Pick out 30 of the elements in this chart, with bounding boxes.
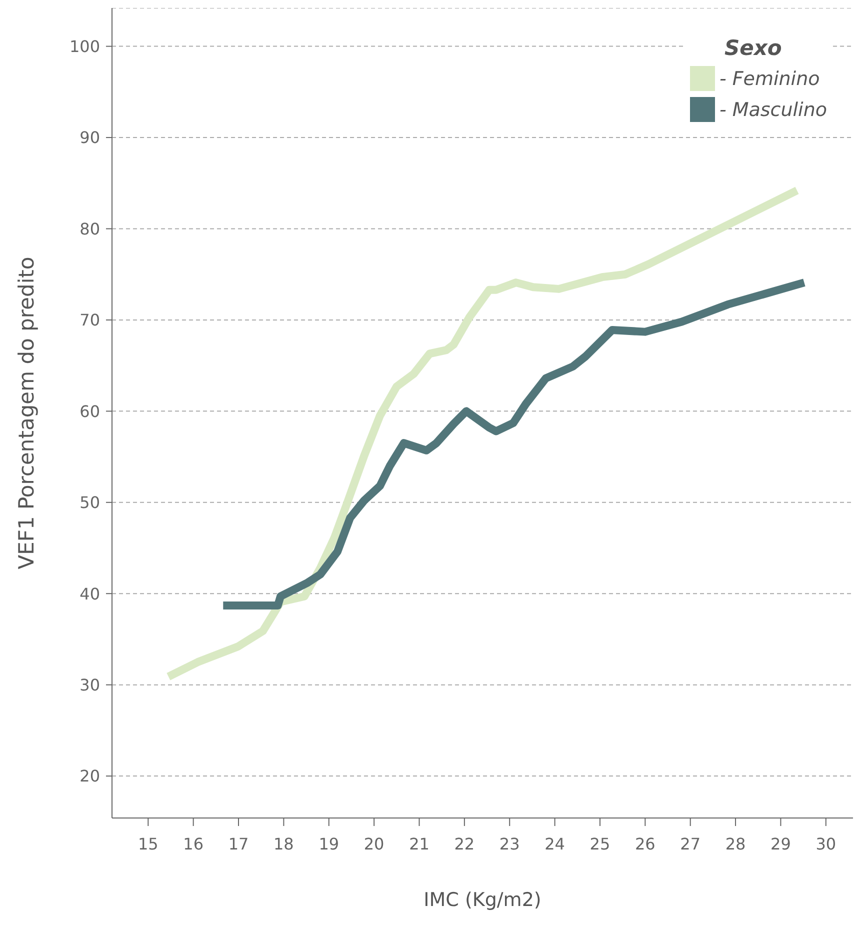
y-tick-label: 70 <box>80 310 100 330</box>
y-tick-label: 100 <box>69 36 100 56</box>
x-tick-label: 27 <box>680 834 701 854</box>
x-tick-label: 15 <box>138 834 158 854</box>
legend-title: Sexo <box>724 36 783 60</box>
x-tick-label: 26 <box>634 834 656 854</box>
x-tick-label: 22 <box>454 834 475 854</box>
y-tick-label: 60 <box>80 402 100 421</box>
x-tick-label: 19 <box>318 834 340 854</box>
y-tick-label: 40 <box>80 584 100 604</box>
x-tick-label: 30 <box>816 834 836 854</box>
x-tick-label: 16 <box>183 834 204 854</box>
x-tick-label: 17 <box>228 834 249 854</box>
y-tick-label: 90 <box>80 128 100 148</box>
legend-label: - Feminino <box>719 68 820 90</box>
x-tick-label: 24 <box>544 834 565 854</box>
x-tick-label: 25 <box>590 834 610 854</box>
y-axis-title: VEF1 Porcentagem do predito <box>14 256 38 570</box>
x-tick-label: 23 <box>499 834 520 854</box>
y-tick-label: 30 <box>80 676 100 695</box>
x-tick-label: 18 <box>274 834 294 854</box>
x-tick-label: 20 <box>364 834 384 854</box>
x-tick-label: 28 <box>725 834 746 854</box>
x-tick-label: 29 <box>770 834 791 854</box>
x-axis-title: IMC (Kg/m2) <box>424 889 542 911</box>
y-tick-label: 20 <box>80 766 100 786</box>
y-tick-label: 80 <box>80 219 100 238</box>
x-tick-label: 21 <box>409 834 430 854</box>
legend-label: - Masculino <box>719 98 827 120</box>
y-tick-label: 50 <box>80 493 100 512</box>
